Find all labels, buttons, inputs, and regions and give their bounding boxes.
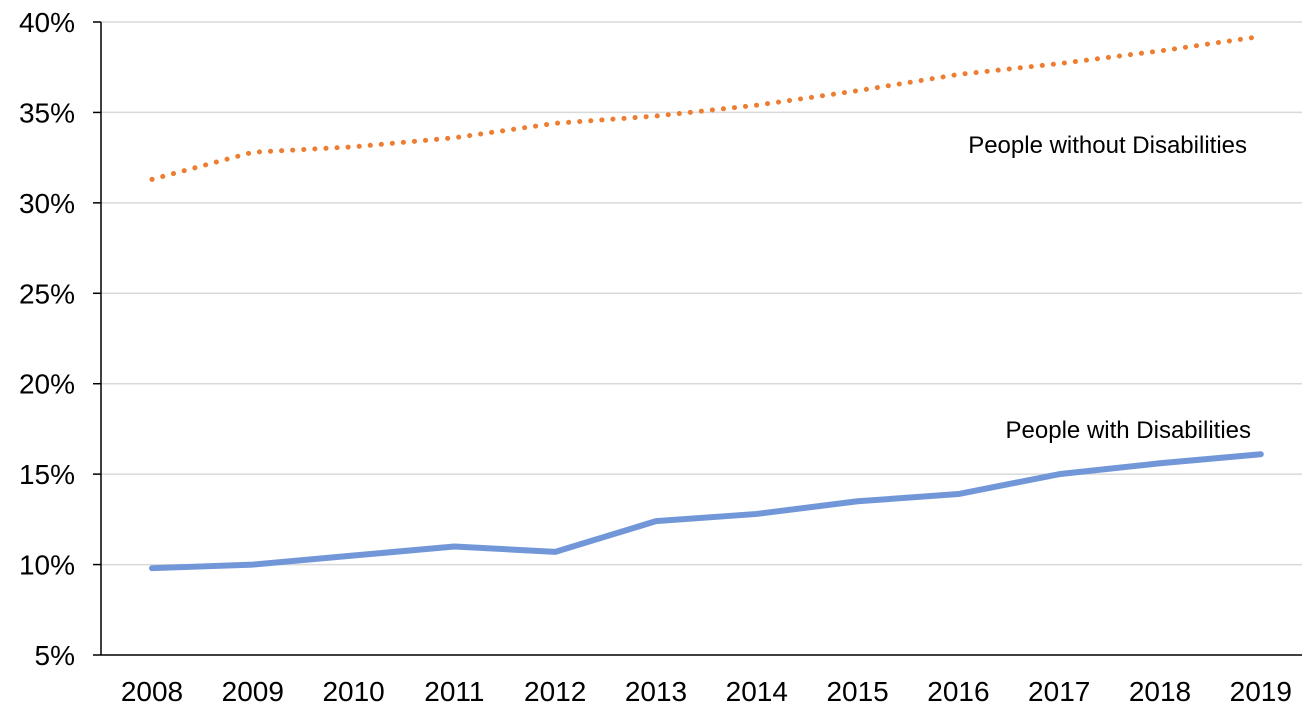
y-tick-label: 15% — [19, 459, 75, 490]
x-tick-label: 2012 — [524, 676, 586, 707]
x-tick-label: 2013 — [625, 676, 687, 707]
x-tick-label: 2016 — [927, 676, 989, 707]
x-tick-label: 2010 — [322, 676, 384, 707]
gridlines — [101, 21, 1302, 566]
y-tick-label: 35% — [19, 97, 75, 128]
series-label-people-with-disabilities: People with Disabilities — [1006, 417, 1251, 444]
y-tick-label: 10% — [19, 550, 75, 581]
x-tick-label: 2009 — [222, 676, 284, 707]
x-tick-labels: 2008 2009 2010 2011 2012 2013 2014 2015 2016 2017… — [121, 676, 1292, 707]
x-tick-label: 2014 — [726, 676, 788, 707]
y-tick-label: 30% — [19, 188, 75, 219]
y-tick-labels: 5% 10% 15% 20% 25% 30% 35% 40% — [19, 7, 75, 671]
axes — [93, 21, 1302, 656]
x-tick-label: 2017 — [1028, 676, 1090, 707]
series-lines — [149, 33, 1264, 572]
y-tick-label: 5% — [35, 640, 75, 671]
series-line-people-with-disabilities — [149, 451, 1264, 572]
series-labels: People without Disabilities People with … — [968, 132, 1251, 444]
x-tick-label: 2011 — [424, 676, 484, 707]
x-tick-label: 2008 — [121, 676, 183, 707]
series-line-people-without-disabilities — [149, 33, 1264, 182]
x-tick-label: 2015 — [826, 676, 888, 707]
x-tick-label: 2018 — [1129, 676, 1191, 707]
x-tick-label: 2019 — [1230, 676, 1292, 707]
y-tick-label: 25% — [19, 278, 75, 309]
y-tick-label: 40% — [19, 7, 75, 38]
series-label-people-without-disabilities: People without Disabilities — [968, 132, 1247, 159]
y-tick-label: 20% — [19, 369, 75, 400]
